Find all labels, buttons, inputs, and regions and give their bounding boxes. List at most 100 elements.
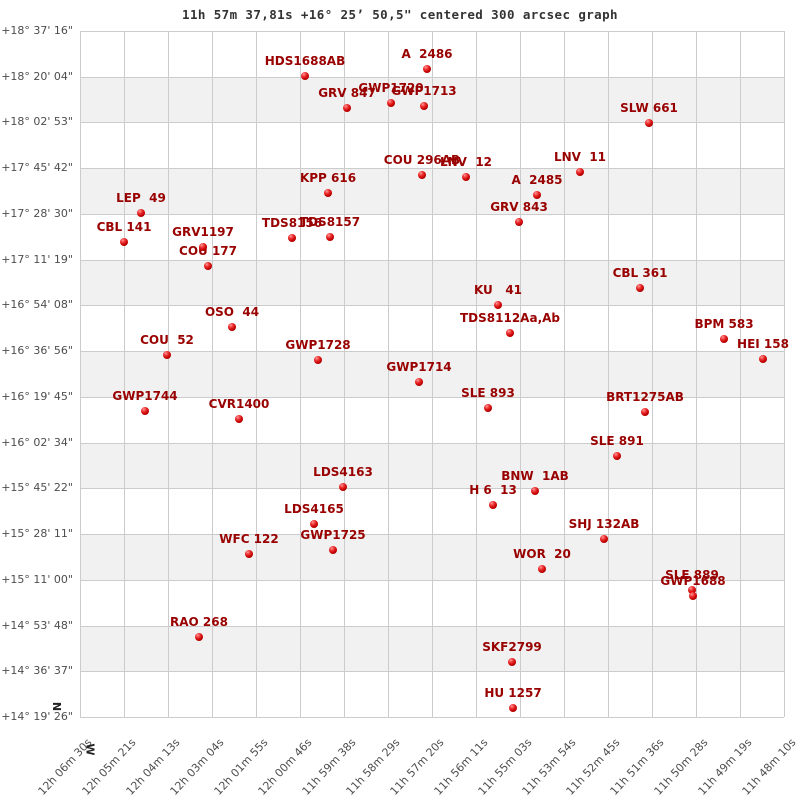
star-point — [533, 191, 541, 199]
star-label: SLE 893 — [461, 386, 515, 400]
y-tick-label: +15° 11' 00" — [1, 572, 73, 586]
y-tick-label: +14° 53' 48" — [1, 618, 73, 632]
star-label: SKF2799 — [482, 640, 542, 654]
star-point — [600, 535, 608, 543]
star-point — [641, 408, 649, 416]
star-label: WOR 20 — [513, 547, 571, 561]
star-label: HDS1688AB — [264, 54, 346, 68]
star-label: GRV 847 — [318, 86, 376, 100]
star-point — [688, 586, 696, 594]
star-label: COU 52 — [140, 333, 194, 347]
y-tick-label: +15° 45' 22" — [1, 481, 73, 495]
star-label: SLE 889 — [665, 568, 719, 582]
star-label: GWP1720 — [358, 81, 424, 95]
star-point — [163, 351, 171, 359]
star-label: GWP1714 — [386, 360, 452, 374]
star-point — [245, 550, 253, 558]
star-label: BNW 1AB — [501, 469, 569, 483]
star-label: HU 1257 — [484, 686, 542, 700]
star-point — [387, 99, 395, 107]
star-point — [462, 173, 470, 181]
y-tick-label: +18° 20' 04" — [1, 69, 73, 83]
star-label: TDS8112Aa,Ab — [459, 311, 561, 325]
star-label: GWP1725 — [300, 528, 366, 542]
star-point — [137, 209, 145, 217]
star-point — [228, 323, 236, 331]
star-point — [329, 546, 337, 554]
vertical-gridline — [476, 31, 477, 717]
star-point — [759, 355, 767, 363]
star-point — [195, 633, 203, 641]
star-point — [235, 415, 243, 423]
star-point — [339, 483, 347, 491]
star-point — [343, 104, 351, 112]
star-label: RAO 268 — [170, 615, 228, 629]
star-point — [576, 168, 584, 176]
star-label: SLW 661 — [620, 101, 678, 115]
star-point — [720, 335, 728, 343]
star-label: BPM 583 — [694, 317, 754, 331]
vertical-gridline — [212, 31, 213, 717]
vertical-gridline — [300, 31, 301, 717]
star-point — [531, 487, 539, 495]
vertical-gridline — [344, 31, 345, 717]
vertical-gridline — [256, 31, 257, 717]
star-label: COU 296AB — [383, 153, 461, 167]
star-label: A 2486 — [401, 47, 453, 61]
star-label: GRV 843 — [490, 200, 548, 214]
star-label: SLE 891 — [590, 434, 644, 448]
star-label: WFC 122 — [219, 532, 279, 546]
star-point — [484, 404, 492, 412]
star-label: TDS8157 — [299, 215, 361, 229]
star-point — [645, 119, 653, 127]
star-label: LNV 11 — [553, 150, 607, 164]
star-label: BRT1275AB — [606, 390, 684, 404]
star-point — [689, 592, 697, 600]
vertical-gridline — [564, 31, 565, 717]
star-point — [538, 565, 546, 573]
star-point — [515, 218, 523, 226]
vertical-gridline — [608, 31, 609, 717]
west-direction-indicator: W — [83, 743, 97, 756]
star-label: GWP1688 — [660, 574, 726, 588]
star-point — [508, 658, 516, 666]
y-tick-label: +14° 19' 26" — [1, 710, 73, 723]
y-tick-label: +16° 54' 08" — [1, 298, 73, 312]
star-label: GWP1728 — [285, 338, 351, 352]
star-label: OSO 44 — [204, 305, 260, 319]
star-label: KPP 616 — [299, 171, 357, 185]
star-point — [420, 102, 428, 110]
y-tick-label: +18° 02' 53" — [1, 115, 73, 129]
star-label: CBL 361 — [612, 266, 668, 280]
star-point — [509, 704, 517, 712]
star-label: GRV1197 — [172, 225, 234, 239]
north-direction-indicator: N — [50, 701, 64, 712]
vertical-gridline — [432, 31, 433, 717]
star-point — [418, 171, 426, 179]
y-tick-label: +18° 37' 16" — [1, 24, 73, 37]
star-label: CVR1400 — [208, 397, 270, 411]
star-label: SHJ 132AB — [568, 517, 640, 531]
y-tick-label: +16° 19' 45" — [1, 389, 73, 403]
y-tick-label: +17° 45' 42" — [1, 161, 73, 175]
star-point — [310, 520, 318, 528]
star-point — [141, 407, 149, 415]
star-point — [204, 262, 212, 270]
star-point — [415, 378, 423, 386]
star-label: TDS8156 — [261, 216, 323, 230]
star-point — [506, 329, 514, 337]
y-tick-label: +15° 28' 11" — [1, 527, 73, 541]
star-point — [314, 356, 322, 364]
y-tick-label: +14° 36' 37" — [1, 664, 73, 678]
star-point — [324, 189, 332, 197]
star-label: LNV 12 — [439, 155, 493, 169]
vertical-gridline — [388, 31, 389, 717]
y-tick-label: +16° 02' 34" — [1, 435, 73, 449]
star-label: KU 41 — [473, 283, 523, 297]
star-label: LDS4163 — [313, 465, 373, 479]
vertical-gridline — [652, 31, 653, 717]
chart-title: 11h 57m 37,81s +16° 25’ 50,5" centered 3… — [182, 7, 618, 22]
star-point — [489, 501, 497, 509]
star-point — [120, 238, 128, 246]
